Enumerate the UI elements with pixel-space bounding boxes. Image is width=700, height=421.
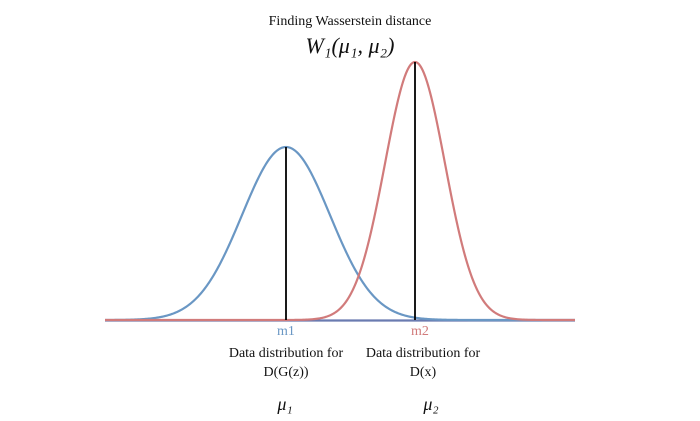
caption-2-line-1: Data distribution for: [365, 346, 481, 361]
mean-label-2: m2: [411, 324, 429, 339]
caption-2-line-2: D(x): [409, 365, 437, 380]
caption-2: Data distribution for D(x): [343, 344, 503, 382]
mean-label-1: m1: [277, 324, 295, 339]
distribution-curve-2: [105, 60, 575, 322]
wasserstein-formula: W₁(μ₁, μ₂): [305, 33, 395, 58]
caption-1: Data distribution for D(G(z)): [206, 344, 366, 382]
mu2-symbol: μ₂: [423, 394, 439, 414]
caption-1-line-1: Data distribution for: [228, 346, 344, 361]
distribution-curve-1: [105, 145, 575, 322]
mu1-symbol: μ₁: [277, 394, 293, 414]
caption-1-line-2: D(G(z)): [263, 365, 309, 380]
diagram-title: Finding Wasserstein distance: [268, 14, 432, 29]
